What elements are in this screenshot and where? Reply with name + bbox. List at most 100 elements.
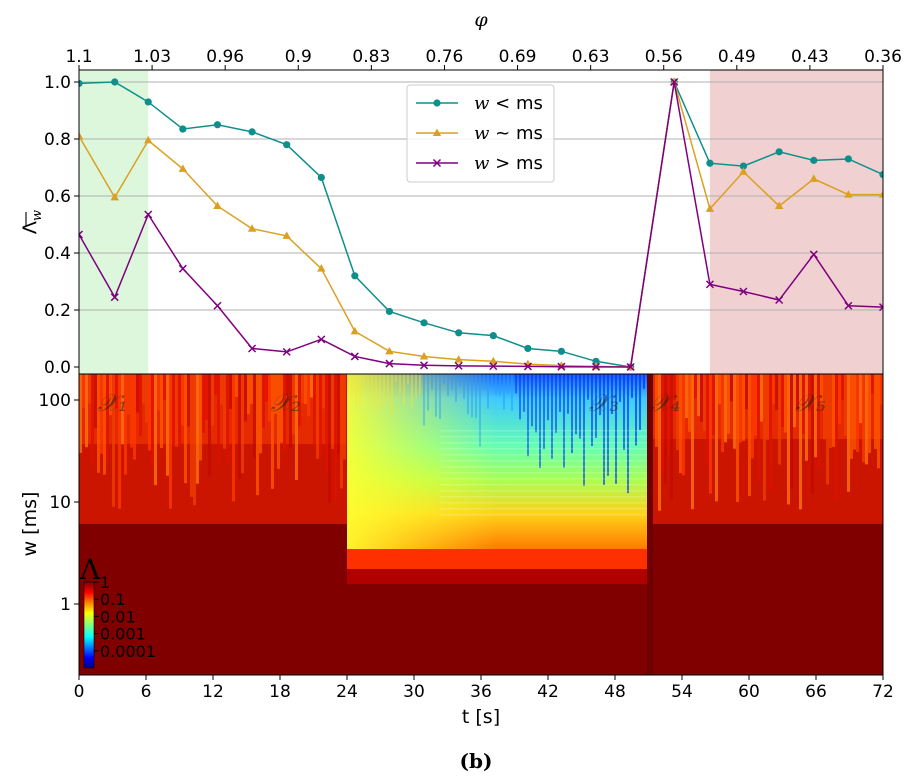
heatmap-streak [112,374,115,507]
series-line [79,81,883,368]
heatmap-band [359,374,361,404]
heatmap-streak [181,374,184,426]
heatmap-streak [292,374,295,435]
heatmap-streak [799,374,802,510]
heatmap-band [487,374,489,409]
heatmap-streak [148,374,151,451]
heatmap-streak [217,374,220,465]
data-point [178,264,187,273]
heatmap-streak [160,374,163,449]
data-point [844,190,853,198]
heatmap-streak [97,374,100,473]
heatmap-band [643,374,645,389]
data-point [144,210,153,219]
colorbar-tick-label: 0.0001 [100,642,156,661]
region-labels: 𝒳₁ 𝒳₂ 𝒳₃ 𝒳₄ 𝒳₅ [97,389,826,417]
heatmap-streak [706,374,709,466]
colorbar-tick-label: 1 [100,573,110,592]
heatmap-band [539,374,541,468]
x-tick-label: 72 [872,682,894,702]
y-tick-label: 100 [39,391,71,411]
data-point [432,158,442,168]
heatmap-streak [724,374,727,443]
heatmap-streak [718,374,721,405]
data-point [809,250,818,259]
heatmap-band [467,374,469,415]
heatmap-streak [769,374,772,491]
heatmap-band [483,374,485,391]
heatmap-band [543,374,545,450]
data-point [774,201,784,209]
heatmap-streak [82,374,85,408]
heatmap-streak [664,374,667,485]
data-point [111,78,119,86]
heatmap-band [383,374,385,407]
heatmap-streak [874,374,877,450]
heatmap-band [607,374,609,476]
heatmap-band [440,496,647,498]
heatmap-band [519,374,521,420]
heatmap-band [491,374,493,391]
heatmap-band [499,374,501,396]
heatmap-streak [841,374,844,401]
heatmap-streak [814,374,817,458]
data-point [592,357,600,365]
heatmap-streak [838,374,841,424]
heatmap-streak [682,374,685,476]
heatmap-band [407,374,409,385]
heatmap-band [479,374,481,447]
data-point [283,141,291,149]
heatmap-streak [313,374,316,447]
x-tick-label: 6 [141,682,152,702]
heatmap-streak [319,374,322,458]
heatmap-streak [130,374,133,448]
heatmap-streak [310,374,313,398]
heatmap-streak [103,374,106,475]
top-tick-label: 0.36 [864,47,902,67]
y-tick-label: 1 [60,595,71,615]
data-point [317,173,325,182]
heatmap-band [440,466,647,468]
heatmap-band [515,374,517,394]
heatmap-band [440,436,647,438]
heatmap-streak [811,374,814,494]
heatmap-streak [715,374,718,502]
legend: w < ms w ~ ms w > ms [406,84,555,183]
heatmap-band [440,442,647,444]
colorbar-tick-label: 0.01 [100,607,136,626]
heatmap-band [440,478,647,480]
heatmap-streak [274,374,277,414]
heatmap-streak [316,374,319,459]
data-point [557,362,566,371]
heatmap-streak [712,374,715,436]
top-tick-label: 0.63 [572,47,610,67]
data-point [178,164,188,172]
data-point [775,295,784,305]
heatmap-streak [304,374,307,404]
data-point [739,167,748,175]
region-label: 𝒳₂ [270,389,300,417]
heatmap-streak [118,374,121,509]
heatmap-streak [121,374,124,445]
y-tick-label: 10 [49,493,71,513]
heatmap-band [623,374,625,450]
heatmap-streak [757,374,760,482]
heatmap-streak [694,374,697,399]
heatmap-streak [163,374,166,400]
heatmap-streak [658,374,661,511]
heatmap-band [411,374,413,409]
heatmap-band [347,374,349,391]
heatmap-streak [244,374,247,422]
top-tick-label: 0.56 [645,47,683,67]
heatmap-band [451,374,453,390]
heatmap-streak [772,374,775,405]
heatmap-band [619,374,621,402]
y-tick-label: 1.0 [44,73,71,93]
heatmap-streak [865,374,868,465]
heatmap-band [440,448,647,450]
data-point [878,303,883,312]
heatmap-streak [730,374,733,402]
top-tick-label: 0.76 [426,47,464,67]
data-point [110,192,119,201]
